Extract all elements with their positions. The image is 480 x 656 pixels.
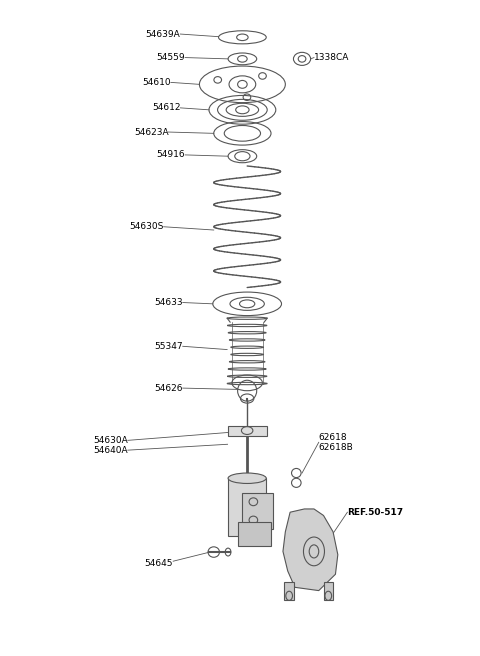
Bar: [284, 582, 294, 600]
Ellipse shape: [228, 473, 266, 483]
Text: 62618B: 62618B: [319, 443, 353, 452]
Text: 54916: 54916: [156, 150, 185, 159]
Bar: [228, 426, 267, 436]
Bar: [228, 478, 266, 536]
Text: 54633: 54633: [154, 298, 183, 307]
Text: 54626: 54626: [154, 384, 183, 392]
Text: 54640A: 54640A: [93, 445, 128, 455]
Text: 54630S: 54630S: [129, 222, 164, 232]
Text: 54612: 54612: [152, 104, 180, 112]
Text: 54630A: 54630A: [93, 436, 128, 445]
Text: 1338CA: 1338CA: [314, 53, 349, 62]
Bar: [238, 522, 271, 546]
Text: REF.50-517: REF.50-517: [348, 508, 404, 517]
Bar: [324, 582, 333, 600]
Text: 54559: 54559: [156, 53, 185, 62]
Bar: [242, 493, 274, 529]
Text: 54610: 54610: [142, 78, 171, 87]
Text: 55347: 55347: [154, 342, 183, 351]
Text: 54639A: 54639A: [145, 30, 180, 39]
Text: 54645: 54645: [144, 559, 173, 567]
Text: 54623A: 54623A: [134, 127, 168, 136]
Text: 62618: 62618: [319, 433, 348, 442]
Polygon shape: [283, 509, 338, 590]
